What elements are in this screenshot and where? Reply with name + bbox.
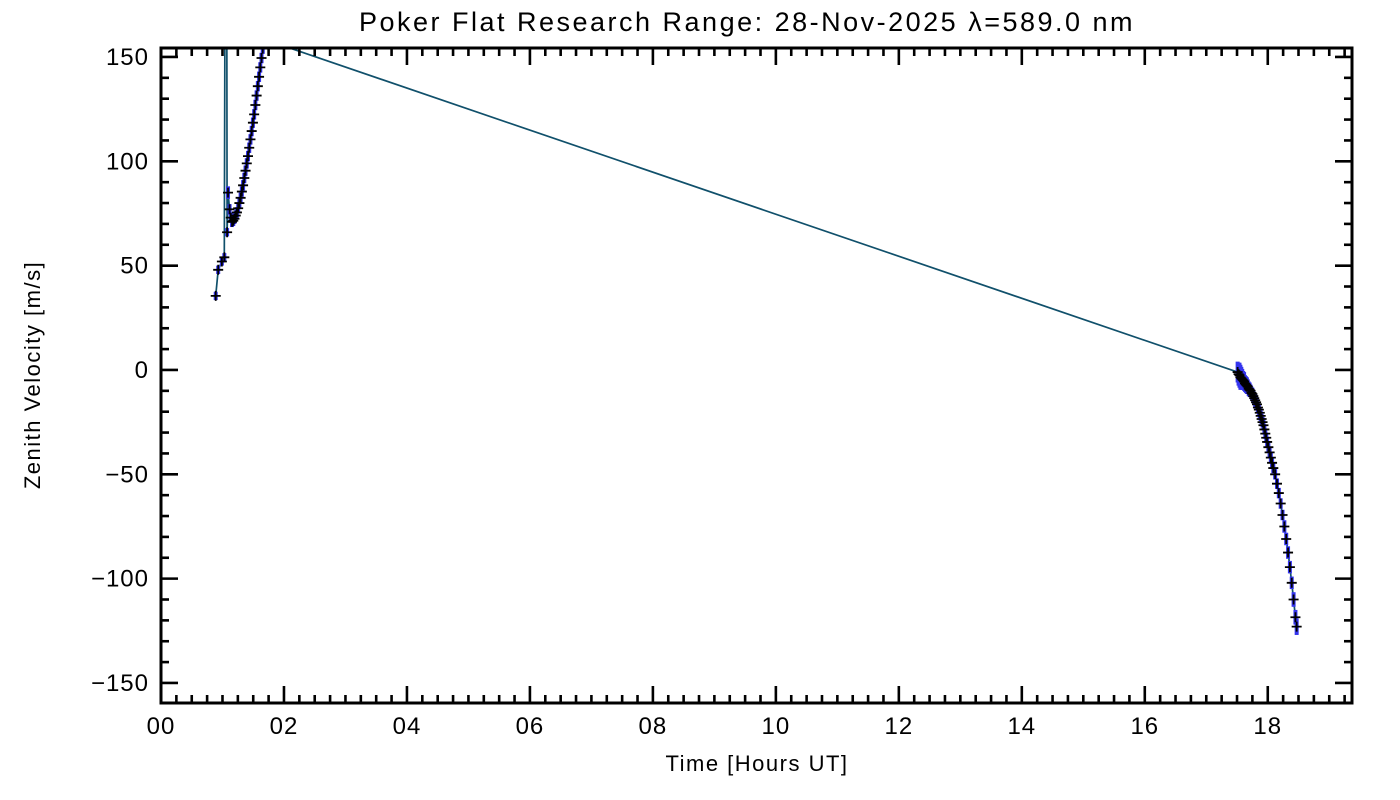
plus-marker [233,203,244,214]
plus-marker [256,53,267,64]
plus-marker [1263,442,1274,453]
axes-frame [159,46,1354,705]
plus-marker [213,264,224,275]
plus-marker [1270,469,1281,480]
x-tick-label: 18 [1253,713,1282,740]
plus-marker [246,126,257,137]
x-tick-label: 02 [270,713,299,740]
plus-marker [249,109,260,120]
chart-title: Poker Flat Research Range: 28-Nov-2025 λ… [359,7,1135,37]
plus-marker [240,165,251,176]
data-layer [210,48,1302,635]
plus-marker [1273,488,1284,499]
x-tick-label: 12 [884,713,913,740]
plus-marker [1267,457,1278,468]
plus-marker [222,227,233,238]
plus-marker [1271,478,1282,489]
plus-marker [244,142,255,153]
plus-marker [238,180,249,191]
velocity-line [214,48,1298,627]
plus-marker [1251,397,1262,408]
x-tick-label: 06 [516,713,545,740]
plus-marker [1288,594,1299,605]
plus-marker [1275,498,1286,509]
x-tick-label: 08 [639,713,668,740]
plus-marker [1268,463,1279,474]
plus-marker [224,204,235,215]
plus-marker [255,62,266,73]
y-tick-label: 150 [106,44,149,71]
x-tick-label: 00 [147,713,176,740]
x-tick-label: 16 [1130,713,1159,740]
plus-marker [219,252,230,263]
plus-marker [223,187,234,198]
plus-marker [1291,621,1302,632]
y-tick-label: −150 [91,670,149,697]
plus-marker [241,158,252,169]
plus-marker [254,71,265,82]
plus-marker [247,117,258,128]
plus-marker [1279,521,1290,532]
plot-area: 00 02 04 06 08 10 12 14 16 18 −150 −100 −50 0 50 100 150 [91,44,1354,740]
plus-marker [1290,612,1301,623]
y-tick-label: 0 [135,357,149,384]
plus-marker [1252,402,1263,413]
y-tick-label: 50 [120,253,149,280]
plus-marker [1265,452,1276,463]
plus-marker [1284,562,1295,573]
x-tick-label: 14 [1007,713,1036,740]
y-axis-label: Zenith Velocity [m/s] [20,261,45,489]
plus-marker [250,99,261,110]
plus-marker [243,151,254,162]
plus-marker [1264,447,1275,458]
y-tick-label: −50 [105,461,149,488]
plus-marker [235,192,246,203]
plus-marker [239,172,250,183]
x-axis-label: Time [Hours UT] [665,751,848,776]
x-tick-label: 04 [393,713,422,740]
y-tick-label: −100 [91,566,149,593]
plus-marker [210,290,221,301]
plus-marker [1277,509,1288,520]
plus-marker [1262,436,1273,447]
plus-marker [236,186,247,197]
x-tick-label: 10 [762,713,791,740]
plus-marker [1281,533,1292,544]
plus-marker [234,198,245,209]
plus-marker [1286,577,1297,588]
y-tick-label: 100 [106,148,149,175]
plus-marker [252,81,263,92]
plus-marker [245,134,256,145]
plus-marker [1283,547,1294,558]
plus-marker [251,90,262,101]
plus-marker [228,215,239,226]
